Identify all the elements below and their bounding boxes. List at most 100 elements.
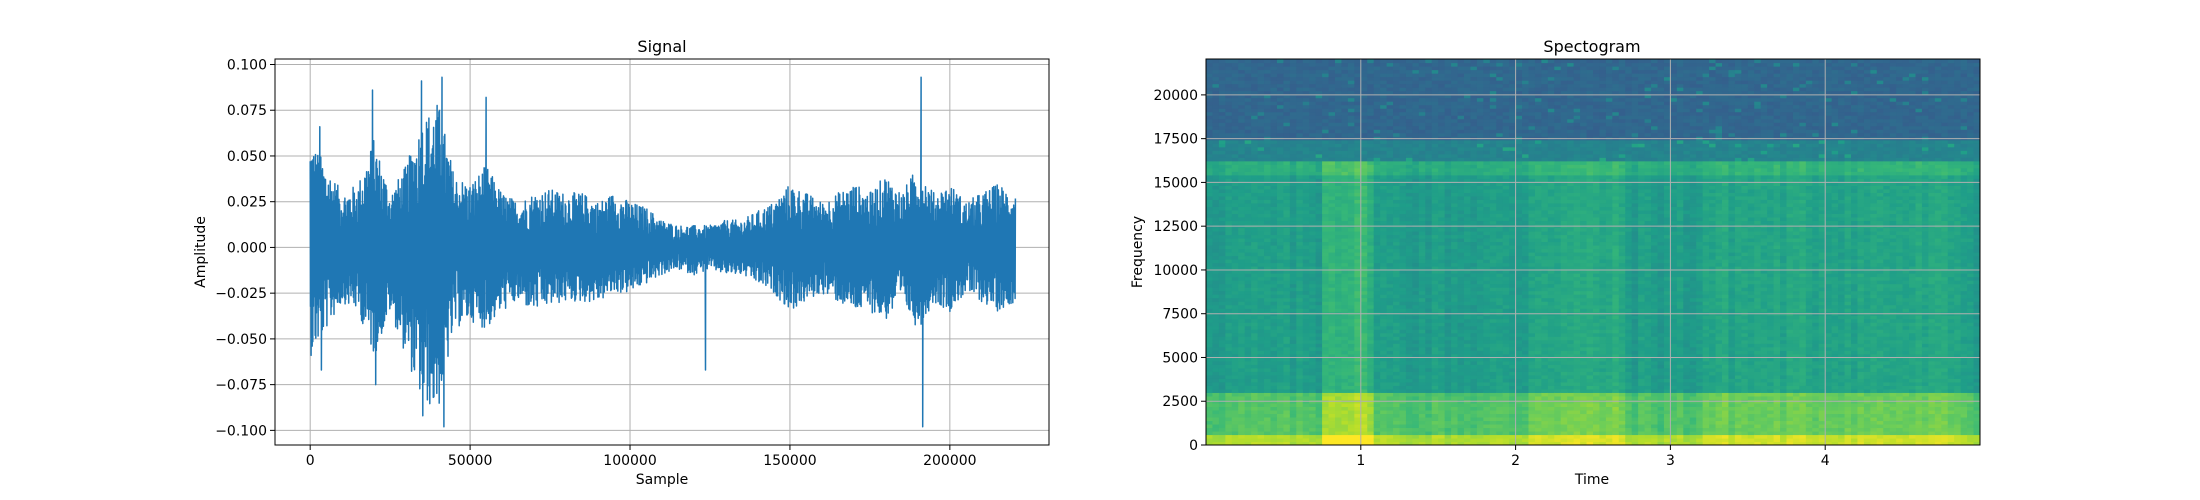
spectrogram-cell <box>1412 441 1420 445</box>
spectrogram-cell <box>1276 252 1284 257</box>
spectrogram-cell <box>1238 73 1246 78</box>
spectrogram-cell <box>1360 430 1368 436</box>
spectrogram-cell <box>1251 248 1259 253</box>
spectrogram-cell <box>1283 118 1291 123</box>
spectrogram-cell <box>1386 420 1394 425</box>
spectrogram-cell <box>1438 101 1446 106</box>
spectrogram-cell <box>1264 111 1272 116</box>
spectrogram-cell <box>1373 115 1381 120</box>
spectrogram-cell <box>1322 297 1330 302</box>
spectrogram-cell <box>1451 188 1459 193</box>
spectrogram-cell <box>1405 371 1413 376</box>
spectrogram-cell <box>1328 150 1336 155</box>
spectrogram-cell <box>1476 94 1484 99</box>
spectrogram-cell <box>1257 329 1265 334</box>
spectrogram-cell <box>1264 315 1272 320</box>
spectrogram-cell <box>1309 104 1317 109</box>
spectrogram-cell <box>1283 392 1291 397</box>
spectrogram-cell <box>1302 294 1310 299</box>
spectrogram-cell <box>1470 297 1478 302</box>
spectrogram-cell <box>1412 266 1420 271</box>
spectrogram-cell <box>1212 111 1220 116</box>
spectrogram-cell <box>1212 227 1220 232</box>
spectrogram-cell <box>1464 280 1472 285</box>
spectrogram-cell <box>1444 153 1452 158</box>
spectrogram-cell <box>1451 97 1459 102</box>
spectrogram-cell <box>1470 360 1478 365</box>
spectrogram-cell <box>1431 122 1439 127</box>
spectrogram-cell <box>1431 332 1439 337</box>
spectrogram-cell <box>1231 73 1239 78</box>
spectrogram-cell <box>1483 171 1491 176</box>
spectrogram-cell <box>1244 174 1252 179</box>
spectrogram-cell <box>1328 143 1336 148</box>
spectrogram-cell <box>1244 192 1252 197</box>
spectrogram-cell <box>1244 104 1252 109</box>
spectrogram-cell <box>1257 353 1265 358</box>
spectrogram-cell <box>1257 322 1265 327</box>
spectrogram-cell <box>1276 423 1284 429</box>
spectrogram-cell <box>1444 290 1452 295</box>
spectrogram-cell <box>1231 266 1239 271</box>
spectrogram-cell <box>1464 441 1472 445</box>
spectrogram-cell <box>1425 262 1433 267</box>
spectrogram-cell <box>1296 213 1304 218</box>
spectrogram-cell <box>1386 69 1394 74</box>
spectrogram-cell <box>1315 357 1323 362</box>
spectrogram-cell <box>1296 406 1304 411</box>
spectrogram-cell <box>1309 416 1317 422</box>
spectrogram-cell <box>1257 381 1265 386</box>
spectrogram-cell <box>1347 181 1355 186</box>
spectrogram-cell <box>1418 185 1426 190</box>
spectrogram-cell <box>1457 192 1465 197</box>
spectrogram-cell <box>1438 199 1446 204</box>
spectrogram-cell <box>1470 420 1478 425</box>
spectrogram-cell <box>1257 318 1265 323</box>
spectrogram-cell <box>1418 413 1426 418</box>
spectrogram-cell <box>1296 230 1304 236</box>
spectrogram-cell <box>1283 339 1291 344</box>
spectrogram-cell <box>1328 230 1336 236</box>
spectrogram-cell <box>1386 395 1394 400</box>
spectrogram-cell <box>1289 97 1297 102</box>
spectrogram-cell <box>1354 427 1362 432</box>
spectrogram-cell <box>1444 434 1452 439</box>
spectrogram-cell <box>1231 220 1239 225</box>
spectrogram-cell <box>1302 287 1310 292</box>
spectrogram-cell <box>1322 336 1330 341</box>
spectrogram-cell <box>1276 406 1284 411</box>
spectrogram-cell <box>1405 406 1413 411</box>
spectrogram-cell <box>1354 153 1362 158</box>
spectrogram-cell <box>1347 294 1355 299</box>
spectrogram-cell <box>1257 237 1265 243</box>
spectrogram-cell <box>1405 273 1413 278</box>
spectrogram-cell <box>1367 325 1375 330</box>
spectrogram-cell <box>1212 188 1220 193</box>
spectrogram-cell <box>1386 132 1394 137</box>
spectrogram-cell <box>1296 374 1304 379</box>
spectrogram-cell <box>1393 174 1401 179</box>
spectrogram-cell <box>1322 248 1330 253</box>
spectrogram-cell <box>1360 216 1368 222</box>
signal-y-ticks: −0.100−0.075−0.050−0.0250.0000.0250.0500… <box>215 57 275 439</box>
spectrogram-cell <box>1380 388 1388 393</box>
spectrogram-cell <box>1206 213 1214 218</box>
spectrogram-cell <box>1380 234 1388 239</box>
spectrogram-cell <box>1418 346 1426 351</box>
spectrogram-cell <box>1489 315 1497 320</box>
spectrogram-cell <box>1296 181 1304 186</box>
spectrogram-cell <box>1347 392 1355 397</box>
spectrogram-cell <box>1418 139 1426 144</box>
spectrogram-cell <box>1270 329 1278 334</box>
spectrogram-cell <box>1225 266 1233 271</box>
spectrogram-cell <box>1276 244 1284 250</box>
spectrogram-cell <box>1373 392 1381 397</box>
spectrogram-cell <box>1489 437 1497 443</box>
spectrogram-cell <box>1412 301 1420 306</box>
spectrogram-cell <box>1251 346 1259 351</box>
spectrogram-cell <box>1315 129 1323 134</box>
spectrogram-cell <box>1412 322 1420 327</box>
spectrogram-cell <box>1393 402 1401 407</box>
spectrogram-cell <box>1476 111 1484 116</box>
spectrogram-cell <box>1412 178 1420 183</box>
